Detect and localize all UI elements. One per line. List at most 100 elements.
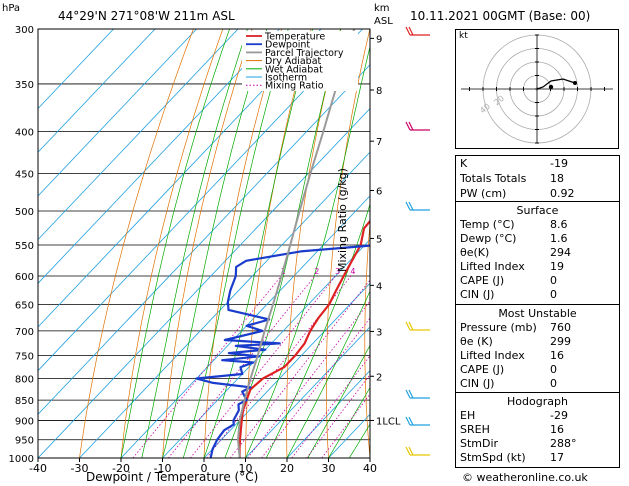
isotherm-line xyxy=(38,64,370,415)
surface-row-cin: CIN (J) 0 xyxy=(460,288,557,301)
wind-barb-feather xyxy=(408,26,414,36)
x-tick-label: 20 xyxy=(280,462,294,475)
hpa-label: hPa xyxy=(2,3,21,14)
isotherm-line xyxy=(286,370,370,458)
km-tick-label: 8 xyxy=(376,86,382,97)
wet-adiabat-line xyxy=(141,29,248,458)
pressure-tick-label: 500 xyxy=(15,207,34,218)
dry-adiabat-line xyxy=(402,29,429,458)
km-tick-label: 4 xyxy=(376,281,382,292)
wet-adiabat-line xyxy=(245,44,370,458)
wind-barb-feather xyxy=(405,416,411,426)
dry-adiabat-line xyxy=(245,29,312,458)
x-tick-label: 30 xyxy=(322,462,336,475)
series-temperature xyxy=(238,219,370,458)
isotherm-line xyxy=(38,29,197,197)
pressure-tick-label: 450 xyxy=(15,169,34,180)
legend-entry: Dewpoint xyxy=(265,40,310,51)
series-parcel-trajectory xyxy=(237,29,356,458)
x-tick-label: -20 xyxy=(112,462,130,475)
surface-row-thetae: θe(K) 294 xyxy=(460,246,571,259)
mixing-ratio-label: 8 xyxy=(389,267,394,276)
mu-row-thetae: θe (K) 299 xyxy=(460,335,571,348)
hodo-row-stmspd: StmSpd (kt) 17 xyxy=(460,451,564,464)
datetime-title: 10.11.2021 00GMT (Base: 00) xyxy=(410,9,591,23)
mixing-ratio-label: 20 xyxy=(442,267,452,276)
km-label: km xyxy=(374,3,390,14)
pressure-tick-label: 650 xyxy=(15,301,34,312)
mixing-ratio-label: 10 xyxy=(400,267,410,276)
pressure-tick-label: 350 xyxy=(15,80,34,91)
wet-adiabat-line xyxy=(162,29,268,458)
most-unstable-title: Most Unstable xyxy=(498,307,577,320)
km-tick-label: 9 xyxy=(376,34,382,45)
isotherm-line xyxy=(38,29,114,110)
km-tick-label: 6 xyxy=(376,186,382,197)
wind-barb-feather xyxy=(408,416,414,426)
series-dewpoint xyxy=(195,244,370,458)
mu-row-cin: CIN (J) 0 xyxy=(460,377,557,390)
wind-barb-feather xyxy=(405,321,411,331)
pressure-tick-label: 850 xyxy=(15,396,34,407)
mixing-ratio-label: 16 xyxy=(428,267,438,276)
isotherm-line xyxy=(38,29,280,284)
pressure-tick-label: 900 xyxy=(15,416,34,427)
isotherm-line xyxy=(203,282,370,458)
hodograph-trace xyxy=(536,78,576,90)
x-tick-label: -10 xyxy=(154,462,172,475)
mixing-ratio-label: 4 xyxy=(350,267,355,276)
wind-barb-feather xyxy=(408,321,414,331)
surface-row-cape: CAPE (J) 0 xyxy=(460,274,557,287)
x-tick-label: 10 xyxy=(239,462,253,475)
legend-entry: Temperature xyxy=(264,32,325,43)
dry-adiabat-line xyxy=(364,219,370,458)
hodograph-end-point xyxy=(573,81,577,85)
isotherm-line xyxy=(38,29,156,153)
mixing-ratio-line xyxy=(229,279,370,458)
km-tick-label: 7 xyxy=(376,137,382,148)
surface-row-lifted: Lifted Index 19 xyxy=(460,260,564,273)
wet-adiabat-line xyxy=(307,344,370,458)
copyright: © weatheronline.co.uk xyxy=(462,471,588,484)
x-axis-label: Dewpoint / Temperature (°C) xyxy=(86,470,259,484)
km-tick-label: 2 xyxy=(376,372,382,383)
x-tick-label: 40 xyxy=(363,462,377,475)
pressure-tick-label: 300 xyxy=(15,25,34,36)
hodo-row-eh: EH -29 xyxy=(460,409,568,422)
wet-adiabat-line xyxy=(328,386,370,458)
mu-row-pressure: Pressure (mb) 760 xyxy=(460,321,571,334)
indices-panel: K -19 Totals Totals 18 PW (cm) 0.92 xyxy=(455,155,620,203)
mixing-ratio-label: 2 xyxy=(314,267,319,276)
wet-adiabat-line xyxy=(120,29,230,458)
isotherm-line xyxy=(38,29,363,372)
pressure-tick-label: 1000 xyxy=(9,454,34,465)
index-row-pw: PW (cm) 0.92 xyxy=(460,187,575,200)
surface-panel: Surface Temp (°C) 8.6 Dewp (°C) 1.6 θe(K) 2… xyxy=(455,201,620,306)
dry-adiabat-line xyxy=(162,29,253,458)
dry-adiabat-line xyxy=(120,29,224,458)
x-tick-label: -40 xyxy=(29,462,47,475)
asl-label: ASL xyxy=(374,16,393,27)
isotherm-line xyxy=(38,107,370,458)
pressure-tick-label: 800 xyxy=(15,374,34,385)
wind-barb-feather xyxy=(405,121,411,131)
hodograph-storm-motion xyxy=(548,84,554,90)
wind-barb-feather xyxy=(408,201,414,211)
isotherm-line xyxy=(245,326,370,458)
km-tick-label: 3 xyxy=(376,327,382,338)
hodo-row-stmdir: StmDir 288° xyxy=(460,437,577,450)
location-title: 44°29'N 271°08'W 211m ASL xyxy=(58,9,235,23)
legend-entry: Parcel Trajectory xyxy=(265,48,344,59)
mixing-ratio-axis-label: Mixing Ratio (g/kg) xyxy=(336,168,349,272)
dry-adiabat-line xyxy=(286,29,341,458)
mixing-ratio-line xyxy=(247,300,370,458)
dry-adiabat-line xyxy=(79,29,194,458)
mu-row-cape: CAPE (J) 0 xyxy=(460,363,557,376)
wind-barb-feather xyxy=(405,201,411,211)
mixing-ratio-line xyxy=(190,275,336,458)
wet-adiabat-line xyxy=(182,29,289,458)
wet-adiabat-line xyxy=(265,202,370,458)
most-unstable-panel: Most Unstable Pressure (mb) 760 θe (K) 299… xyxy=(455,304,620,394)
hodograph-kt-label: kt xyxy=(459,31,468,41)
